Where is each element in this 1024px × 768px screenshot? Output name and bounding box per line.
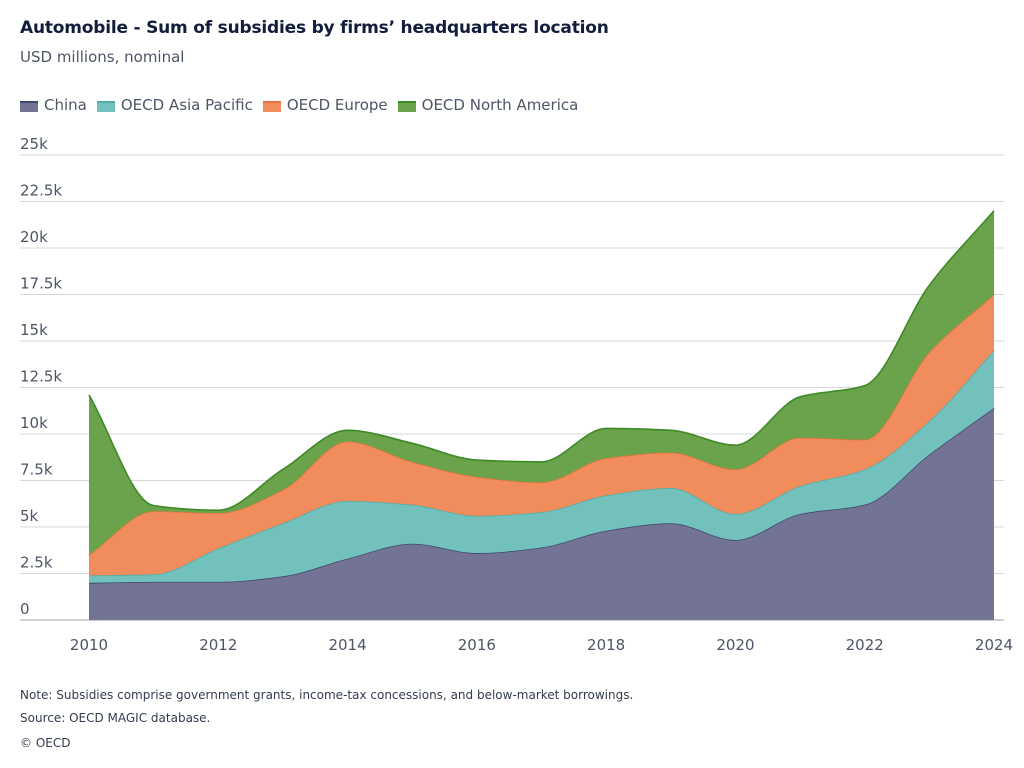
copyright: © OECD (20, 736, 71, 750)
legend-label-china: China (44, 96, 87, 114)
x-tick-label: 2024 (975, 636, 1013, 654)
legend-label-oecd-asia-pacific: OECD Asia Pacific (120, 96, 253, 114)
legend-item-oecd-europe[interactable]: OECD Europe (262, 96, 388, 114)
area-oecd-europe[interactable] (89, 294, 994, 576)
y-tick-label: 22.5k (20, 182, 62, 200)
chart-subtitle: USD millions, nominal (20, 48, 185, 66)
x-tick-label: 2012 (199, 636, 237, 654)
x-tick-label: 2018 (587, 636, 625, 654)
y-tick-label: 15k (20, 321, 48, 339)
y-tick-label: 5k (20, 507, 39, 525)
legend-label-oecd-north-america: OECD North America (421, 96, 579, 114)
legend-item-oecd-asia-pacific[interactable]: OECD Asia Pacific (96, 96, 253, 114)
chart-notes: Note: Subsidies comprise government gran… (20, 684, 633, 730)
x-axis-ticks: 2010 2012 2014 2016 2018 2020 2022 2024 (70, 636, 1013, 654)
y-tick-label: 7.5k (20, 461, 53, 479)
x-tick-label: 2022 (846, 636, 884, 654)
chart-legend: China OECD Asia Pacific OECD Europe OECD… (20, 96, 588, 114)
legend-item-china[interactable]: China (20, 96, 87, 114)
y-axis-ticks: 0 2.5k 5k 7.5k 10k 12.5k 15k 17.5k 20k 22.5k 25k (20, 135, 62, 618)
line-oecd-north-america (88, 210, 995, 512)
area-series (88, 210, 995, 620)
legend-item-oecd-north-america[interactable]: OECD North America (397, 96, 579, 114)
y-tick-label: 12.5k (20, 368, 62, 386)
x-tick-label: 2016 (458, 636, 496, 654)
y-tick-label: 0 (20, 600, 30, 618)
y-tick-label: 25k (20, 135, 48, 153)
y-tick-label: 10k (20, 414, 48, 432)
x-tick-label: 2014 (328, 636, 366, 654)
legend-swatch-oecd-north-america (397, 101, 416, 112)
y-tick-label: 17.5k (20, 275, 62, 293)
legend-swatch-oecd-asia-pacific (96, 101, 115, 112)
legend-label-oecd-europe: OECD Europe (286, 96, 388, 114)
y-tick-label: 2.5k (20, 554, 53, 572)
x-tick-label: 2020 (716, 636, 754, 654)
legend-swatch-china (20, 101, 38, 112)
legend-swatch-oecd-europe (262, 101, 281, 112)
area-oecd-asia-pacific[interactable] (89, 350, 994, 583)
x-tick-label: 2010 (70, 636, 108, 654)
chart-note: Note: Subsidies comprise government gran… (20, 688, 634, 702)
y-tick-label: 20k (20, 228, 48, 246)
chart-source: Source: OECD MAGIC database. (20, 711, 211, 725)
stacked-area-chart: 0 2.5k 5k 7.5k 10k 12.5k 15k 17.5k 20k 22.5k 25k 2… (20, 135, 1013, 654)
area-china[interactable] (89, 407, 994, 620)
chart-title: Automobile - Sum of subsidies by firms’ … (20, 18, 609, 38)
